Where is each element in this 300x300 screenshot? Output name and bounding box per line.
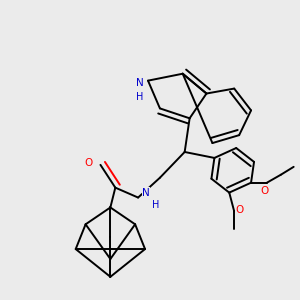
Text: H: H xyxy=(152,200,160,211)
Text: N: N xyxy=(142,188,150,198)
Text: O: O xyxy=(261,186,269,196)
Text: H: H xyxy=(136,92,144,101)
Text: N: N xyxy=(136,78,144,88)
Text: O: O xyxy=(235,206,243,215)
Text: O: O xyxy=(84,158,93,168)
